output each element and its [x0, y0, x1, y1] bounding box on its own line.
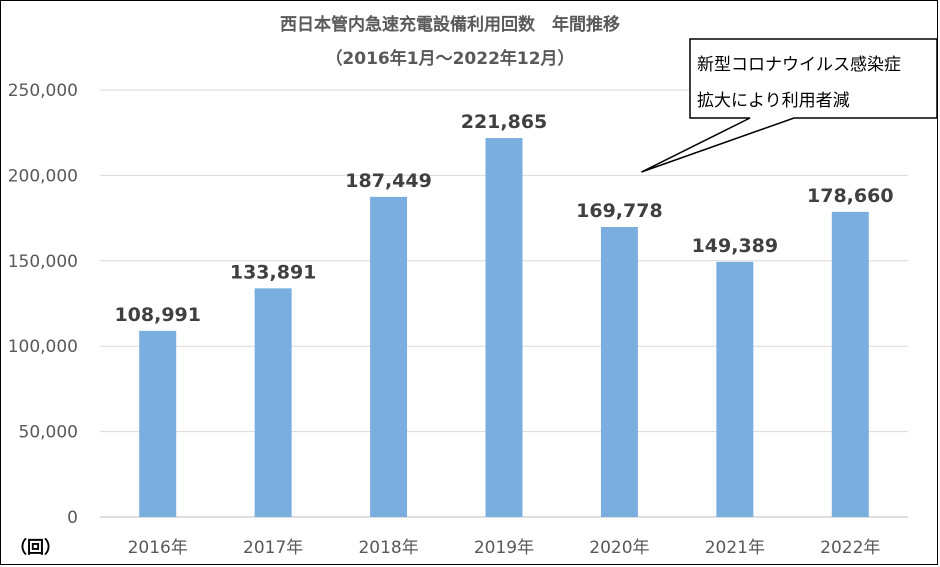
bar — [716, 261, 754, 517]
y-tick-label: 150,000 — [8, 252, 78, 272]
x-tick-label: 2016年 — [128, 538, 188, 558]
x-tick-label: 2018年 — [358, 538, 418, 558]
bar — [600, 227, 638, 518]
annotation-line-2: 拡大により利用者減 — [697, 91, 850, 111]
y-tick-label: 100,000 — [8, 337, 78, 357]
y-axis-unit: （回） — [10, 538, 61, 558]
chart-title: 西日本管内急速充電設備利用回数 年間推移 — [280, 15, 620, 35]
annotation-line-1: 新型コロナウイルス感染症 — [697, 55, 901, 75]
y-tick-label: 200,000 — [8, 166, 78, 186]
x-tick-label: 2021年 — [705, 538, 765, 558]
x-tick-label: 2022年 — [820, 538, 880, 558]
y-tick-label: 250,000 — [8, 81, 78, 101]
bar — [139, 330, 177, 517]
x-tick-label: 2019年 — [474, 538, 534, 558]
bar-value-label: 133,891 — [230, 261, 317, 283]
bar — [485, 138, 523, 518]
annotation-callout — [641, 38, 938, 173]
bar-value-label: 221,865 — [461, 111, 548, 133]
bar-value-label: 149,389 — [692, 235, 779, 257]
bar-value-label: 169,778 — [576, 200, 663, 222]
chart-subtitle: （2016年1月～2022年12月） — [325, 49, 575, 69]
bar — [254, 288, 292, 517]
bar — [370, 196, 408, 518]
bar-value-label: 178,660 — [807, 185, 894, 207]
y-tick-label: 0 — [67, 508, 78, 528]
x-tick-label: 2017年 — [243, 538, 303, 558]
bar-value-label: 108,991 — [114, 304, 201, 326]
x-tick-label: 2020年 — [589, 538, 649, 558]
bar-value-label: 187,449 — [345, 170, 432, 192]
y-tick-label: 50,000 — [19, 423, 78, 443]
bar — [831, 211, 869, 517]
